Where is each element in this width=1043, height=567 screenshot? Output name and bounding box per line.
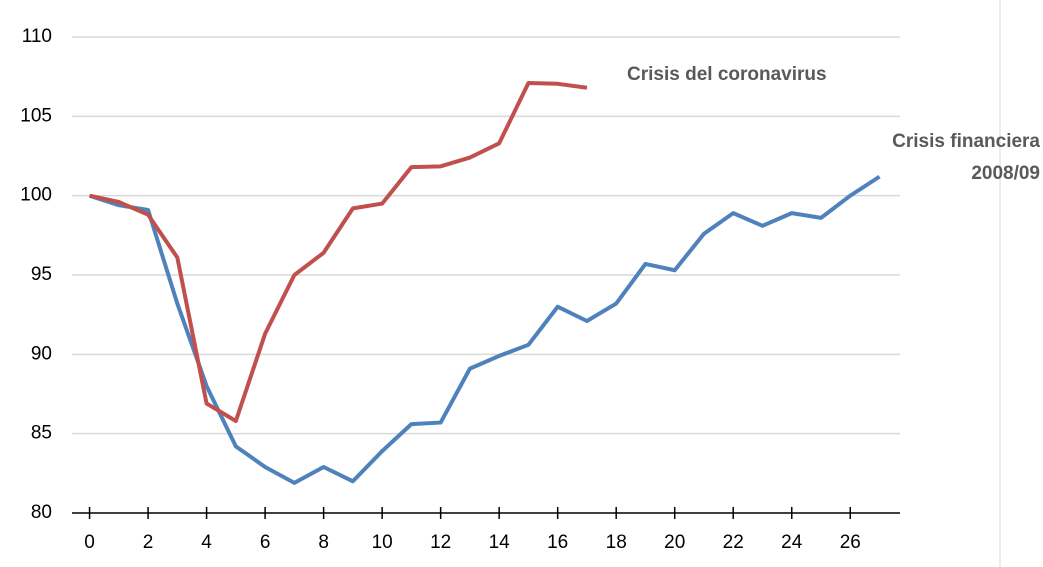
series-label: Crisis del coronavirus (627, 64, 827, 85)
x-tick-label: 26 (840, 532, 861, 553)
x-tick-label: 14 (489, 532, 511, 553)
series-line (89, 81, 588, 423)
y-tick-label: 105 (20, 105, 52, 126)
x-tick-label: 8 (318, 532, 329, 553)
x-tick-label: 6 (260, 532, 271, 553)
x-tick-label: 2 (143, 532, 154, 553)
y-tick-label: 85 (31, 423, 52, 444)
x-tick-label: 20 (664, 532, 685, 553)
y-tick-label: 100 (20, 185, 52, 206)
x-tick-label: 4 (201, 532, 212, 553)
series-line (88, 174, 881, 485)
x-tick-label: 22 (723, 532, 744, 553)
x-tick-label: 12 (430, 532, 451, 553)
y-tick-label: 95 (31, 264, 52, 285)
x-tick-label: 16 (547, 532, 568, 553)
series-label: Crisis financiera 2008/09 (892, 131, 1040, 184)
x-tick-label: 18 (606, 532, 627, 553)
x-tick-label: 0 (84, 532, 95, 553)
y-tick-label: 90 (31, 343, 52, 364)
y-tick-label: 110 (22, 26, 52, 47)
x-tick-label: 10 (372, 532, 393, 553)
x-tick-label: 24 (781, 532, 803, 553)
y-tick-label: 80 (31, 502, 52, 523)
